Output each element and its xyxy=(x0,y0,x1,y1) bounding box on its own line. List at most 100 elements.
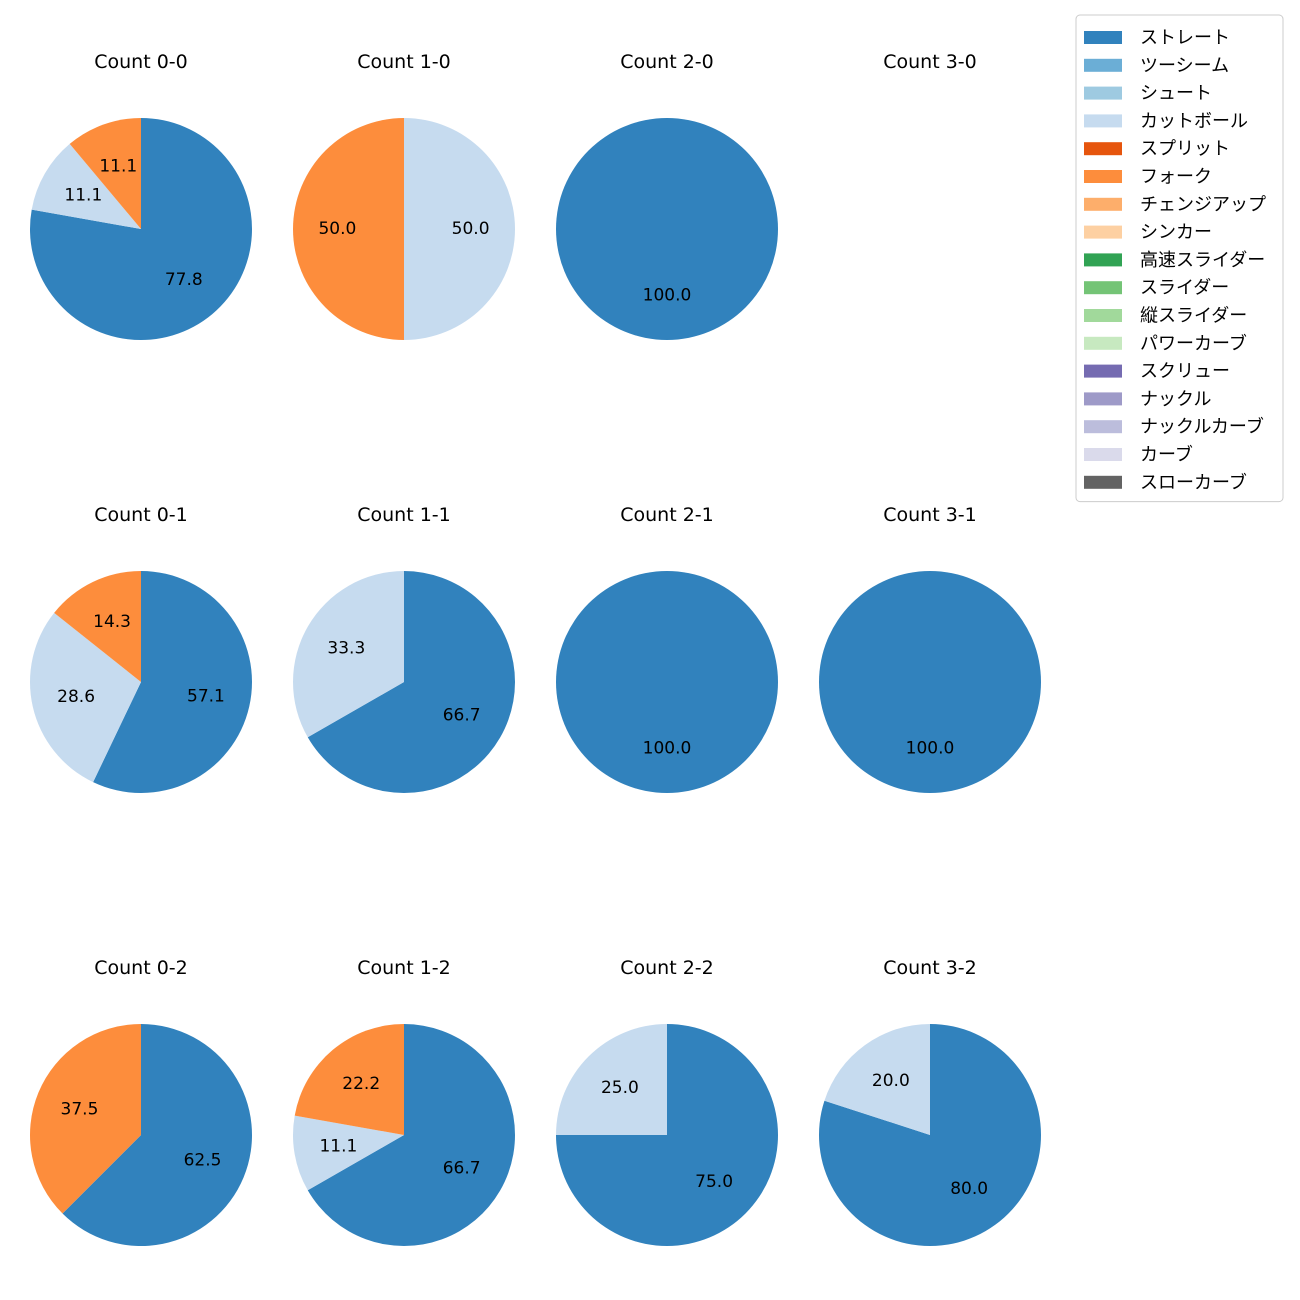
pie-title: Count 0-2 xyxy=(94,957,188,979)
pie-slice-label: 100.0 xyxy=(643,286,692,306)
legend-swatch xyxy=(1084,142,1122,156)
legend-label: ナックルカーブ xyxy=(1140,416,1264,438)
legend-swatch xyxy=(1084,392,1122,406)
pie-slice-label: 77.8 xyxy=(165,270,203,290)
pie-title: Count 3-0 xyxy=(883,51,977,73)
pie-slice-label: 100.0 xyxy=(643,739,692,759)
legend-label: パワーカーブ xyxy=(1140,332,1247,354)
legend-swatch xyxy=(1084,281,1122,295)
pie-title: Count 1-2 xyxy=(357,957,451,979)
pie-slice-label: 33.3 xyxy=(327,639,365,659)
pie-slice-slice-0 xyxy=(819,571,1041,793)
pie-slice-label: 62.5 xyxy=(184,1150,222,1170)
legend-label: シンカー xyxy=(1140,222,1212,243)
pie-slice-label: 11.1 xyxy=(64,186,102,206)
legend-label: 縦スライダー xyxy=(1140,306,1247,327)
pie-count-2-1: Count 2-1 100.0 xyxy=(556,504,778,793)
pie-slice-label: 50.0 xyxy=(318,219,356,239)
pie-count-3-0: Count 3-0 xyxy=(883,51,977,73)
pie-slice-label: 37.5 xyxy=(61,1100,99,1120)
pie-title: Count 2-1 xyxy=(620,504,714,526)
pie-slice-label: 25.0 xyxy=(601,1078,639,1098)
pie-count-1-0: Count 1-0 50.0 50.0 xyxy=(293,51,515,340)
pie-slice-label: 22.2 xyxy=(342,1074,380,1094)
pie-title: Count 1-0 xyxy=(357,51,451,73)
pie-title: Count 2-0 xyxy=(620,51,714,73)
pie-slice-slice-0 xyxy=(93,571,252,793)
pie-title: Count 3-2 xyxy=(883,957,977,979)
pie-slice-label: 80.0 xyxy=(950,1179,988,1199)
pie-slice-slice-0 xyxy=(307,1024,515,1246)
pie-slice-slice-0 xyxy=(404,118,515,340)
pie-slice-slice-0 xyxy=(819,1024,1042,1246)
pie-slice-slice-1 xyxy=(293,1115,404,1191)
legend-swatch xyxy=(1084,420,1122,434)
pie-slice-label: 100.0 xyxy=(906,739,955,759)
pie-count-0-1: Count 0-1 57.1 28.6 14.3 xyxy=(30,504,252,793)
legend-label: フォーク xyxy=(1140,167,1212,188)
pie-count-2-2: Count 2-2 75.0 25.0 xyxy=(556,957,778,1246)
pie-slice-label: 28.6 xyxy=(57,687,95,707)
pie-slice-label: 11.1 xyxy=(99,156,137,176)
legend-swatch xyxy=(1084,448,1122,461)
pie-slice-label: 20.0 xyxy=(872,1071,910,1091)
pie-title: Count 3-1 xyxy=(883,504,977,526)
legend: ストレートツーシームシュートカットボールスプリットフォークチェンジアップシンカー… xyxy=(1075,14,1284,503)
legend-swatch xyxy=(1084,364,1122,378)
pie-slice-slice-1 xyxy=(293,118,404,340)
legend-label: シュート xyxy=(1140,83,1212,104)
pie-slice-label: 11.1 xyxy=(319,1136,357,1156)
pie-title: Count 0-0 xyxy=(94,51,188,73)
legend-swatch xyxy=(1084,253,1122,267)
pie-slice-slice-2 xyxy=(69,118,141,229)
pie-slice-slice-1 xyxy=(30,612,141,783)
pie-slice-label: 66.7 xyxy=(443,705,481,725)
legend-label: スライダー xyxy=(1140,278,1229,299)
legend-swatch xyxy=(1084,225,1122,239)
legend-swatch xyxy=(1084,58,1122,72)
pie-slice-slice-1 xyxy=(293,571,404,738)
pie-count-1-2: Count 1-2 66.7 11.1 22.2 xyxy=(293,957,515,1246)
pie-title: Count 1-1 xyxy=(357,504,451,526)
legend-label: ナックル xyxy=(1140,389,1211,410)
legend-label: スクリュー xyxy=(1140,361,1230,382)
pie-count-0-0: Count 0-0 77.8 11.1 11.1 xyxy=(30,51,253,340)
legend-swatch xyxy=(1084,170,1122,183)
legend-label: ツーシーム xyxy=(1140,55,1229,76)
pie-slice-slice-1 xyxy=(31,143,142,229)
legend-label: 高速スライダー xyxy=(1140,250,1265,271)
pie-slice-label: 57.1 xyxy=(187,687,225,707)
pie-slice-label: 14.3 xyxy=(93,612,131,632)
legend-swatch xyxy=(1084,197,1122,211)
legend-label: ストレート xyxy=(1140,28,1230,49)
legend-swatch xyxy=(1084,309,1122,322)
legend-label: カーブ xyxy=(1140,444,1193,466)
pie-count-3-2: Count 3-2 80.0 20.0 xyxy=(819,957,1042,1246)
pie-slice-slice-0 xyxy=(556,118,778,340)
pie-count-2-0: Count 2-0 100.0 xyxy=(556,51,778,340)
pie-count-0-2: Count 0-2 62.5 37.5 xyxy=(29,957,252,1246)
pie-slice-slice-1 xyxy=(556,1024,667,1135)
pie-slice-label: 75.0 xyxy=(695,1172,733,1192)
pie-slice-slice-2 xyxy=(54,571,142,682)
legend-swatch xyxy=(1084,114,1122,128)
legend-label: カットボール xyxy=(1140,111,1248,132)
pie-slice-slice-1 xyxy=(824,1024,930,1135)
pie-title: Count 2-2 xyxy=(620,957,714,979)
pie-slice-slice-0 xyxy=(556,571,778,793)
legend-swatch xyxy=(1084,336,1122,350)
pie-slice-slice-1 xyxy=(29,1024,141,1214)
legend-swatch xyxy=(1084,31,1122,44)
pie-slice-slice-0 xyxy=(62,1024,252,1246)
pie-slice-slice-2 xyxy=(294,1024,404,1135)
pie-slice-label: 50.0 xyxy=(452,219,490,239)
pie-slice-slice-0 xyxy=(307,571,515,793)
pie-slice-label: 66.7 xyxy=(443,1158,481,1178)
pie-title: Count 0-1 xyxy=(94,504,188,526)
legend-swatch xyxy=(1084,475,1122,489)
pie-count-3-1: Count 3-1 100.0 xyxy=(819,504,1041,793)
legend-frame xyxy=(1075,14,1284,503)
legend-label: スローカーブ xyxy=(1140,471,1247,493)
legend-swatch xyxy=(1084,86,1122,100)
